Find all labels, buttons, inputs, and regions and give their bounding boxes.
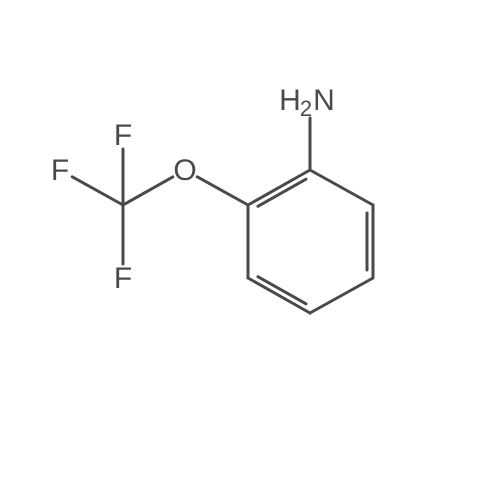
- atom-label-F3: F: [114, 262, 132, 295]
- bond: [310, 170, 373, 205]
- molecule-diagram: H2N O F F F: [0, 0, 500, 500]
- bond: [310, 278, 373, 313]
- atom-label-O: O: [173, 154, 196, 187]
- atom-label-N: H2N: [279, 84, 335, 121]
- bond: [197, 177, 248, 205]
- bond: [248, 170, 310, 205]
- bond: [258, 179, 306, 206]
- bond: [258, 277, 306, 304]
- bond: [72, 177, 123, 205]
- atom-label-F1: F: [114, 119, 132, 152]
- bond: [248, 278, 310, 313]
- atom-label-F2: F: [51, 154, 69, 187]
- bond: [123, 177, 173, 205]
